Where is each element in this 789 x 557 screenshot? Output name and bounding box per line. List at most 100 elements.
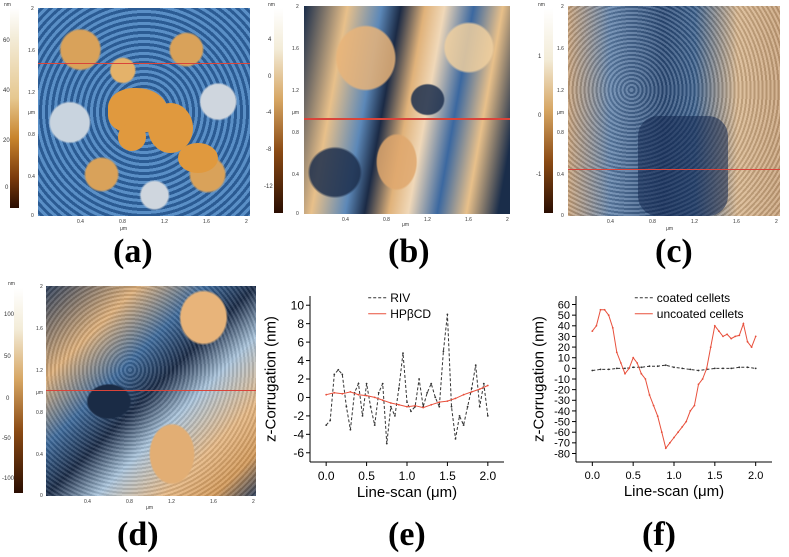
colorbar-tick: 1 [538, 54, 542, 60]
data-point [754, 335, 757, 338]
data-point [398, 387, 400, 390]
colorbar-unit: nm [538, 2, 545, 8]
data-point [389, 402, 392, 404]
data-point [742, 322, 745, 325]
axis-tick: 1.2 [557, 88, 564, 94]
data-point [357, 393, 360, 396]
data-point [462, 424, 465, 426]
data-point [648, 365, 651, 368]
data-point [750, 346, 753, 348]
colorbar-a [10, 8, 19, 208]
y-tick-label: 6 [297, 335, 304, 349]
data-point [722, 335, 724, 338]
data-point [730, 337, 733, 340]
y-tick-label: -10 [554, 374, 570, 386]
colorbar-tick: -1 [536, 172, 542, 178]
x-tick-label: 0.0 [585, 470, 600, 482]
data-point [450, 405, 453, 408]
axis-tick: 0.4 [342, 217, 349, 223]
axis-tick: 0 [296, 211, 299, 217]
data-point [603, 308, 606, 311]
data-point [677, 431, 679, 434]
data-point [709, 346, 712, 348]
colorbar-tick: -8 [266, 147, 272, 153]
data-point [656, 415, 659, 418]
panel-b: nm 4 0 -4 -8 -12 2 1.6 1.2 μm 0.8 0.4 0 … [262, 0, 522, 270]
data-point [333, 391, 336, 394]
axis-tick: 2 [31, 6, 34, 12]
y-tick-label: -20 [554, 384, 570, 396]
data-point [689, 410, 692, 412]
axis-tick: 2 [252, 499, 255, 505]
axis-tick: 2 [506, 217, 509, 223]
axis-tick: 1.2 [424, 217, 431, 223]
data-point [337, 368, 340, 371]
data-point [446, 313, 449, 316]
data-point [402, 352, 404, 355]
axis-unit: μm [666, 226, 674, 232]
panel-label-b: (b) [388, 233, 430, 270]
y-tick-label: 4 [297, 354, 304, 368]
y-tick-label: 60 [558, 299, 570, 311]
axis-tick: 0.4 [292, 172, 299, 178]
data-point [458, 415, 461, 417]
axis-tick: 0.8 [649, 219, 656, 225]
axis-tick: 1.6 [292, 46, 299, 52]
data-point [486, 384, 489, 387]
x-tick-label: 0.5 [358, 469, 375, 483]
axis-unit: μm [28, 110, 36, 116]
data-point [414, 404, 416, 407]
y-tick-label: 10 [291, 298, 305, 312]
data-point [389, 405, 392, 408]
panel-label-c: (c) [655, 233, 693, 270]
colorbar-tick: -12 [264, 184, 273, 190]
data-point [628, 367, 630, 370]
data-point [693, 404, 696, 407]
data-point [462, 393, 465, 396]
data-point [478, 388, 481, 390]
colorbar-tick: 20 [3, 138, 10, 144]
y-tick-label: -70 [554, 438, 570, 450]
x-tick-label: 1.5 [439, 469, 456, 483]
data-point [595, 324, 598, 327]
data-point [734, 335, 737, 338]
data-point [713, 324, 716, 327]
data-point [349, 391, 352, 393]
data-point [664, 447, 667, 450]
data-point [615, 351, 618, 354]
axis-tick: 0 [561, 213, 564, 219]
afm-image-a [38, 8, 250, 216]
axis-tick: 0 [40, 493, 43, 499]
data-point [470, 387, 473, 390]
axis-tick: 0.8 [557, 130, 564, 136]
data-point [406, 405, 408, 408]
colorbar-tick: 50 [4, 354, 11, 360]
y-tick-label: -60 [554, 427, 570, 439]
data-point [669, 441, 671, 444]
data-point [385, 442, 388, 445]
data-point [673, 366, 675, 369]
data-point [644, 378, 647, 380]
x-tick-label: 1.5 [707, 470, 722, 482]
axis-tick: 2 [775, 219, 778, 225]
data-point [341, 373, 344, 376]
data-point [591, 369, 594, 372]
y-tick-label: 0 [564, 363, 570, 375]
y-tick-label: -30 [554, 395, 570, 407]
panel-d: nm 100 50 0 -50 -100 2 1.6 1.2 μm 0.8 0.… [0, 278, 262, 557]
y-tick-label: 50 [558, 310, 570, 322]
colorbar-tick: -50 [2, 436, 11, 442]
data-point [689, 368, 692, 371]
data-point [652, 404, 655, 407]
data-point [478, 405, 481, 408]
axis-tick: 1.6 [557, 46, 564, 52]
axis-tick: 0.8 [292, 130, 299, 136]
data-point [430, 403, 433, 406]
y-tick-label: 2 [297, 372, 304, 386]
axis-tick: 1.6 [210, 499, 217, 505]
data-point [656, 365, 659, 368]
data-point [636, 362, 639, 364]
data-point [398, 403, 400, 406]
axis-tick: 0.8 [126, 499, 133, 505]
data-point [615, 367, 618, 370]
